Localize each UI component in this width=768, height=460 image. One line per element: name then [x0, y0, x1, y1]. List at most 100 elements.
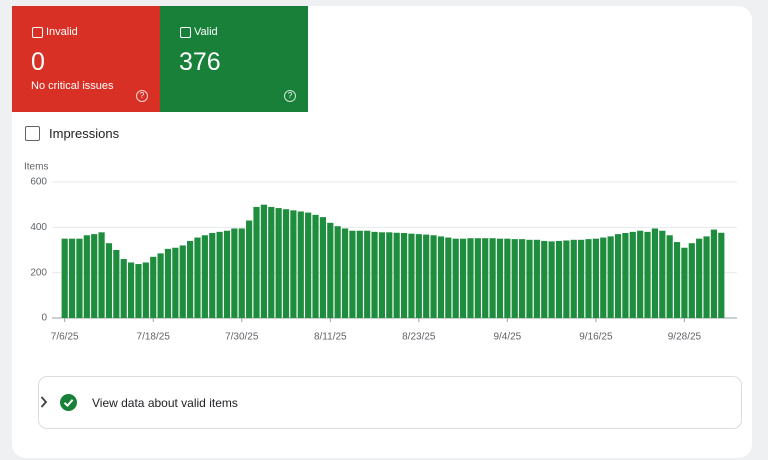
x-tick-label: 9/28/25 [668, 332, 702, 343]
help-icon[interactable]: ? [284, 90, 296, 102]
tile-value: 376 [179, 48, 221, 76]
bar [253, 206, 260, 318]
bar [91, 234, 98, 318]
bar [378, 232, 386, 318]
y-tick-label: 0 [41, 313, 47, 324]
bar [614, 234, 622, 318]
bar [592, 238, 599, 318]
checkbox [32, 27, 43, 38]
y-tick-label: 600 [30, 177, 47, 188]
bar [415, 234, 422, 318]
bar [386, 232, 393, 318]
bar [622, 233, 629, 318]
bar [651, 228, 659, 318]
x-tick-label: 7/30/25 [225, 332, 259, 343]
bar [201, 235, 208, 318]
bar [563, 240, 570, 318]
bar [637, 230, 644, 318]
bar [231, 228, 238, 318]
bar [467, 238, 474, 318]
bar [305, 212, 312, 318]
check-icon [60, 394, 77, 411]
valid-items-link[interactable]: View data about valid items [38, 376, 742, 429]
bar [548, 241, 555, 318]
bar [600, 237, 607, 318]
bar [334, 226, 341, 318]
bar [135, 264, 142, 318]
bar [187, 240, 194, 318]
checkbox[interactable] [25, 126, 40, 141]
bar [312, 214, 319, 318]
check-mark [63, 399, 74, 408]
y-tick-label: 400 [30, 222, 47, 233]
bar [408, 233, 415, 318]
bar [179, 245, 186, 318]
bar [297, 211, 304, 318]
bar [172, 247, 179, 318]
bar [681, 247, 688, 318]
bar [246, 220, 253, 318]
x-tick-label: 7/18/25 [137, 332, 171, 343]
chevron [40, 396, 48, 408]
bar [290, 210, 297, 318]
bar [578, 239, 585, 318]
bar [364, 230, 371, 318]
bar [459, 238, 467, 318]
bar [452, 238, 459, 318]
bar [319, 217, 327, 318]
checkbox [180, 27, 191, 38]
bar [68, 238, 76, 318]
bar [113, 250, 120, 318]
bar [216, 231, 223, 318]
bar [474, 238, 481, 318]
bar [76, 238, 83, 318]
bar [511, 239, 518, 318]
bar [275, 208, 282, 318]
tile-label: Invalid [46, 26, 78, 38]
bar [105, 243, 113, 318]
bar [659, 230, 666, 318]
tile-note: No critical issues [31, 80, 114, 92]
bar [666, 235, 673, 318]
bar [393, 232, 400, 318]
bar [61, 238, 68, 318]
bar [341, 228, 349, 318]
bar [238, 228, 245, 318]
tile-label: Valid [194, 26, 218, 38]
bar [519, 239, 526, 318]
bar [157, 253, 164, 318]
bar [268, 206, 275, 318]
bar [430, 235, 437, 318]
bar [629, 231, 636, 318]
x-tick-label: 9/4/25 [493, 332, 521, 343]
y-tick-label: 200 [30, 267, 47, 278]
bar [482, 238, 489, 318]
bar [688, 243, 695, 318]
x-tick-label: 7/6/25 [51, 332, 79, 343]
bar [526, 239, 533, 318]
invalid-tile[interactable]: Invalid 0 No critical issues ? [12, 6, 160, 112]
valid-tile[interactable]: Valid 376 ? [160, 6, 308, 112]
bar [696, 238, 703, 318]
bar [718, 232, 725, 318]
help-icon[interactable]: ? [136, 90, 148, 102]
link-text: View data about valid items [92, 396, 238, 410]
bar [703, 236, 710, 318]
bar [644, 231, 651, 318]
bar [98, 232, 105, 318]
bar [496, 238, 504, 318]
bar [150, 256, 157, 318]
bar [356, 230, 363, 318]
y-axis-label: Items [24, 162, 48, 173]
bar [327, 222, 334, 318]
bar [489, 238, 496, 318]
bar [223, 230, 231, 318]
x-tick-label: 9/16/25 [579, 332, 613, 343]
bar [504, 238, 511, 318]
bar [607, 236, 614, 318]
checkbox-label: Impressions [49, 126, 120, 141]
bar [541, 240, 548, 318]
bar [349, 230, 356, 318]
bar [83, 235, 90, 318]
